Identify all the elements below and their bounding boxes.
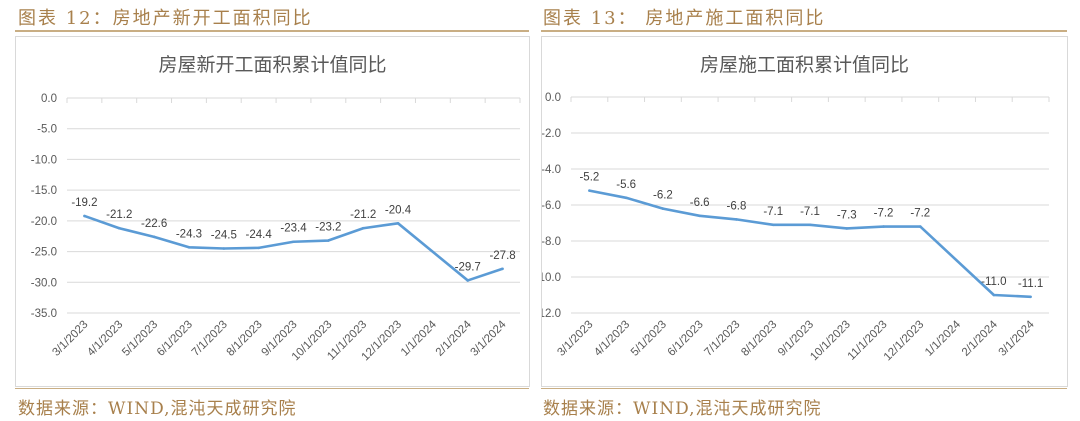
data-point [808, 223, 812, 227]
x-tick-label: 2/1/2024 [960, 318, 1001, 359]
data-label: -21.2 [106, 209, 132, 221]
y-tick-label: -20.0 [31, 216, 57, 228]
data-point [1029, 295, 1032, 299]
y-tick-label: -12.0 [542, 308, 561, 320]
y-tick-label: -30.0 [31, 277, 57, 289]
data-line [589, 189, 1031, 299]
data-label: -5.6 [616, 179, 636, 191]
data-label: -7.2 [910, 208, 930, 220]
figure-13-caption: 图表 13： 房地产施工面积同比 [543, 8, 826, 29]
data-label: -11.0 [981, 276, 1006, 288]
data-label: -29.7 [455, 261, 481, 273]
data-label: -23.2 [315, 222, 341, 234]
figure-12-caption: 图表 12：房地产新开工面积同比 [18, 8, 313, 29]
data-label: -7.2 [874, 208, 894, 220]
x-tick-label: 3/1/2023 [555, 319, 595, 359]
source-divider [541, 388, 1067, 389]
x-tick-label: 3/1/2024 [997, 318, 1038, 359]
data-label: -7.1 [763, 206, 783, 218]
figure-12-source: 数据来源：WIND,混沌天成研究院 [18, 399, 297, 419]
y-tick-label: -10.0 [31, 154, 57, 166]
chart-title: 房屋施工面积累计值同比 [700, 54, 909, 76]
x-tick-label: 12/1/2023 [882, 319, 927, 364]
data-label: -6.2 [653, 190, 673, 202]
data-point [845, 227, 849, 230]
x-tick-label: 7/1/2023 [190, 319, 230, 359]
data-point [361, 226, 365, 230]
data-label: -5.2 [579, 172, 599, 184]
x-tick-label: 5/1/2023 [629, 319, 669, 359]
data-point [292, 240, 295, 244]
data-label: -27.8 [489, 250, 515, 262]
chart-new-starts: 房屋新开工面积累计值同比 0.0 -5.0 -10.0 -15.0 -20.0 -25.0 -… [31, 54, 521, 363]
caption-divider [541, 30, 1067, 32]
data-label: -6.6 [690, 197, 710, 209]
caption-divider [15, 30, 529, 32]
chart-panel-under-construction: 房屋施工面积累计值同比 0.0 -2.0 -4.0 -6.0 -8.0 -10.0 -12.0… [535, 36, 1068, 387]
x-tick-label: 6/1/2023 [666, 319, 706, 359]
x-tick-label: 2/1/2024 [434, 318, 475, 359]
data-point [882, 225, 885, 228]
y-tick-label: -6.0 [542, 200, 561, 212]
data-label: -21.2 [350, 209, 376, 221]
data-label: -19.2 [71, 197, 97, 209]
x-tick-label: 8/1/2023 [739, 319, 779, 359]
data-label: -7.1 [800, 206, 820, 218]
data-point [152, 235, 156, 239]
data-point [466, 279, 470, 282]
data-point [327, 239, 330, 242]
x-tick-label: 6/1/2023 [155, 319, 195, 359]
y-tick-label: -4.0 [542, 164, 561, 176]
x-tick-label: 7/1/2023 [702, 319, 742, 359]
data-point [257, 246, 260, 250]
data-label: -20.4 [385, 204, 412, 216]
x-tick-label: 4/1/2023 [592, 319, 632, 359]
x-tick-label: 1/1/2024 [923, 318, 964, 359]
x-tick-label: 8/1/2023 [225, 319, 265, 359]
y-tick-label: -25.0 [31, 247, 57, 259]
data-label: -24.4 [246, 229, 273, 241]
data-point [117, 226, 121, 230]
data-label: -24.3 [176, 228, 202, 240]
data-point [661, 207, 665, 210]
data-point [624, 196, 628, 200]
x-tick-label: 4/1/2023 [85, 319, 125, 359]
y-tick-label: 0.0 [545, 92, 561, 104]
x-tick-label: 5/1/2023 [120, 319, 160, 359]
y-tick-label: -8.0 [542, 236, 561, 248]
data-point [222, 247, 226, 250]
data-point [735, 218, 738, 221]
y-tick-label: -10.0 [542, 272, 561, 284]
data-point [83, 214, 86, 218]
x-tick-label: 10/1/2023 [808, 319, 853, 364]
data-point [919, 225, 922, 228]
data-label: -22.6 [141, 218, 167, 230]
data-point [771, 223, 775, 227]
chart-title: 房屋新开工面积累计值同比 [158, 54, 386, 76]
y-tick-label: -5.0 [37, 124, 57, 136]
data-label: -11.1 [1018, 278, 1043, 290]
data-label: -7.3 [837, 209, 857, 221]
y-tick-label: 0.0 [41, 93, 57, 105]
data-point [187, 245, 191, 249]
data-point [992, 293, 996, 297]
data-label: -23.4 [280, 223, 307, 235]
x-tick-label: 3/1/2023 [50, 319, 90, 359]
figure-13-source: 数据来源：WIND,混沌天成研究院 [543, 399, 822, 419]
chart-under-construction: 房屋施工面积累计值同比 0.0 -2.0 -4.0 -6.0 -8.0 -10.0 -12.0… [535, 54, 1050, 364]
x-tick-label: 3/1/2024 [469, 318, 510, 359]
chart-panel-new-starts: 房屋新开工面积累计值同比 0.0 -5.0 -10.0 -15.0 -20.0 -25.0 -… [15, 36, 530, 387]
source-divider [15, 388, 529, 389]
x-tick-label: 1/1/2024 [399, 318, 440, 359]
y-tick-label: -2.0 [542, 128, 561, 140]
data-point [396, 222, 400, 225]
y-tick-label: -15.0 [31, 185, 57, 197]
data-line [83, 214, 503, 282]
data-point [501, 267, 504, 271]
data-label: -24.5 [211, 230, 237, 242]
data-point [588, 189, 591, 192]
y-tick-label: -35.0 [31, 308, 57, 320]
data-point [698, 214, 701, 218]
data-label: -6.8 [727, 200, 747, 212]
